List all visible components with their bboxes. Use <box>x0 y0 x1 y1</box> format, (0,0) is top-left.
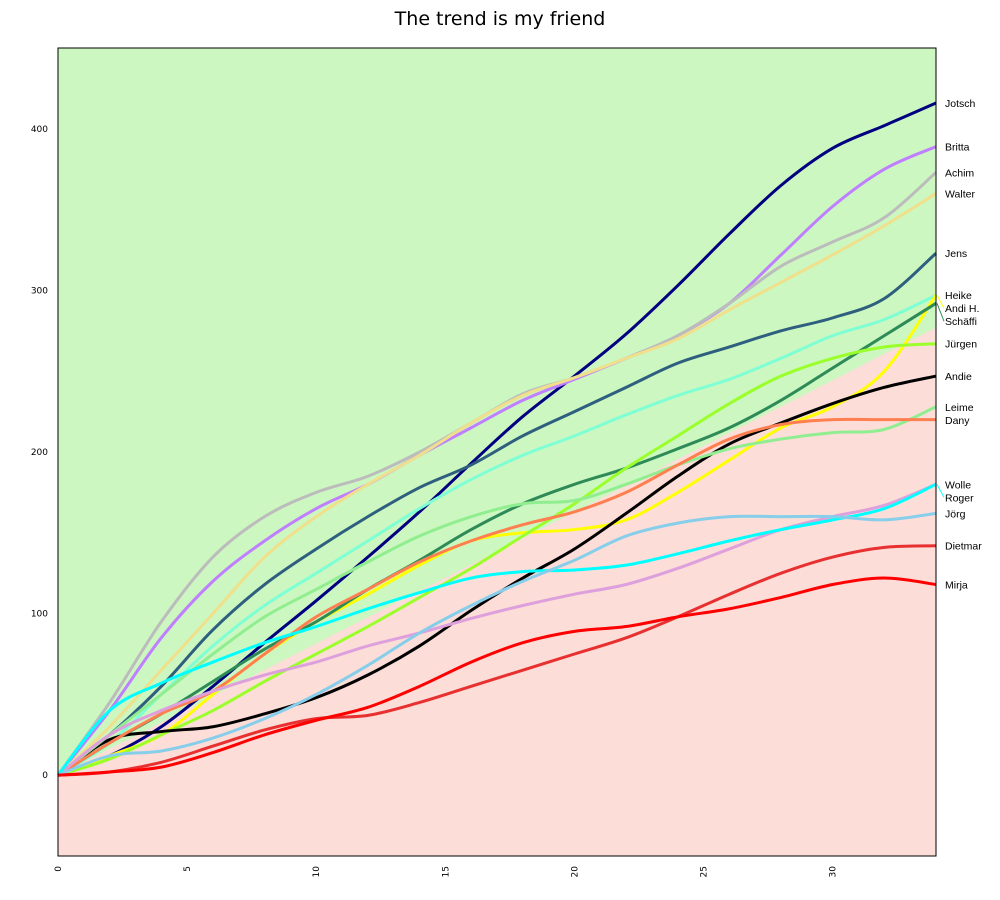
y-tick-label: 100 <box>31 610 48 620</box>
series-line-jotsch <box>57 101 937 777</box>
y-tick-label: 400 <box>31 125 48 135</box>
series-line-schäffi <box>57 302 937 777</box>
series-label: Britta <box>945 142 970 154</box>
x-tick-label: 0 <box>54 866 64 872</box>
series-label: Dany <box>945 415 970 427</box>
y-tick-label: 200 <box>31 448 48 458</box>
series-line-roger <box>56 482 937 777</box>
series-label: Achim <box>945 167 974 179</box>
series-label: Jotsch <box>945 98 976 110</box>
series-label: Wolle <box>945 479 971 491</box>
series-label: Roger <box>945 492 974 504</box>
y-tick-label: 300 <box>31 286 48 296</box>
chart-title: The trend is my friend <box>394 8 606 30</box>
series-label: Dietmar <box>945 541 982 553</box>
x-tick-label: 30 <box>829 866 839 878</box>
series-line-jens <box>57 252 937 777</box>
y-tick-label: 0 <box>42 771 48 781</box>
series-label: Andi H. <box>945 303 979 315</box>
x-tick-label: 5 <box>183 866 193 872</box>
series-label: Schäffi <box>945 316 977 328</box>
series-label: Jürgen <box>945 339 977 351</box>
series-label: Mirja <box>945 580 968 592</box>
series-label: Leime <box>945 402 974 414</box>
series-line-dietmar <box>57 544 937 777</box>
series-label: Walter <box>945 188 975 200</box>
series-label: Andie <box>945 371 972 383</box>
plot-frame <box>57 47 937 857</box>
series-label: Jens <box>945 248 967 260</box>
series-line-britta <box>56 145 937 777</box>
series-line-heike <box>57 293 937 777</box>
series-line-jörg <box>57 511 937 777</box>
series-line-walter <box>56 192 937 777</box>
x-tick-label: 25 <box>700 866 710 877</box>
x-tick-label: 15 <box>441 866 451 877</box>
series-line-mirja <box>57 576 937 777</box>
x-tick-label: 20 <box>570 866 580 878</box>
label-leader-line <box>936 295 945 309</box>
series-label: Jörg <box>945 508 966 520</box>
x-tick-label: 10 <box>312 866 322 878</box>
series-line-jürgen <box>57 342 937 777</box>
label-leader-line <box>936 484 945 498</box>
series-label: Heike <box>945 290 972 302</box>
label-leader-line <box>936 303 945 322</box>
